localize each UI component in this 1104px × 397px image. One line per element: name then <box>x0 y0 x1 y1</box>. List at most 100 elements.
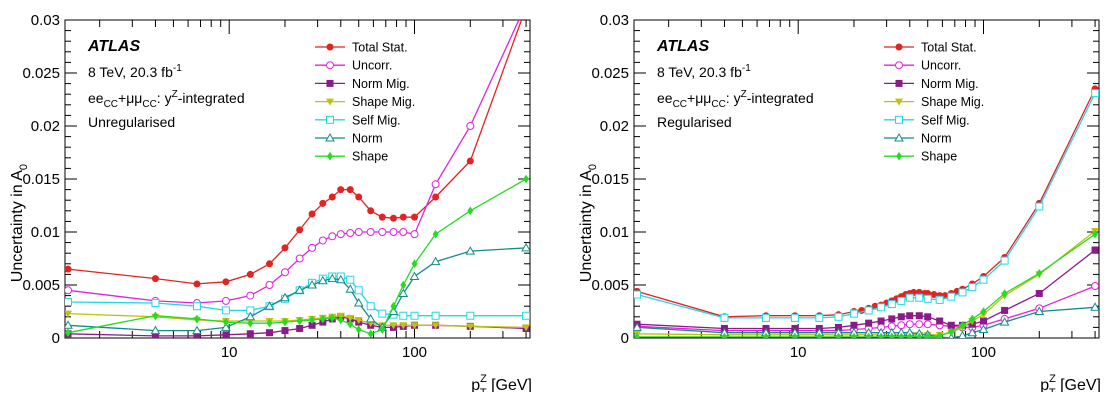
data-point <box>923 294 932 303</box>
x-tick-label: 100 <box>402 344 427 361</box>
data-point <box>887 300 896 309</box>
data-point <box>923 320 932 329</box>
data-point <box>355 193 363 201</box>
data-point <box>1035 202 1044 211</box>
data-point <box>410 311 419 320</box>
data-point <box>390 301 397 311</box>
data-point <box>432 229 439 239</box>
data-point <box>410 230 419 239</box>
channel-label: eeCC+μμCC: yZ-integrated <box>657 89 814 110</box>
data-point <box>431 311 440 320</box>
data-point <box>65 286 73 295</box>
data-point <box>247 318 254 328</box>
series-uncorr <box>65 20 520 308</box>
legend-label: Total Stat. <box>921 41 977 55</box>
data-point <box>411 213 419 221</box>
data-point <box>326 98 334 106</box>
data-point <box>308 210 316 218</box>
x-tick-label: 10 <box>221 344 238 361</box>
x-axis: 10 100 <box>99 20 527 361</box>
annotation: ATLAS 8 TeV, 20.3 fb-1 eeCC+μμCC: yZ-integ… <box>656 38 814 130</box>
y-tick-label: 0.015 <box>22 171 60 188</box>
data-point <box>431 180 440 189</box>
series-line <box>636 92 1096 319</box>
data-point <box>762 332 769 338</box>
legend-entry: Norm <box>884 132 952 146</box>
data-point <box>328 232 337 241</box>
data-point <box>221 306 230 315</box>
data-point <box>336 230 345 239</box>
data-point <box>465 246 476 255</box>
data-point <box>378 228 387 236</box>
data-point <box>906 332 913 338</box>
data-point <box>895 79 903 87</box>
series-line <box>67 20 520 304</box>
series-line <box>636 306 1096 338</box>
data-point <box>346 229 355 238</box>
data-point <box>152 311 159 321</box>
data-point <box>634 332 641 338</box>
data-point <box>355 325 362 334</box>
data-point <box>366 302 375 311</box>
chart-panel-1: 0 0.005 0.01 0.015 0.02 0.025 0.03 10 100 Uncerta… <box>9 12 532 397</box>
energy-label: 8 TeV, 20.3 fb-1 <box>657 63 751 80</box>
data-point <box>905 320 914 329</box>
series-self-mig <box>634 89 1099 322</box>
data-point <box>467 206 474 216</box>
data-point <box>834 323 842 331</box>
data-point <box>834 312 843 321</box>
series-norm-mig <box>634 246 1099 332</box>
data-point <box>193 332 201 338</box>
data-point <box>878 332 885 338</box>
data-point <box>969 314 976 324</box>
plot-area <box>65 20 530 338</box>
data-point <box>221 322 231 331</box>
y-tick-label: 0.01 <box>600 224 629 241</box>
data-point <box>850 321 858 329</box>
legend-label: Self Mig. <box>352 113 401 127</box>
data-point <box>1092 229 1099 239</box>
y-tick-label: 0.025 <box>22 65 60 82</box>
legend-label: Shape Mig. <box>921 95 984 109</box>
data-point <box>835 332 842 338</box>
series-line <box>637 233 1096 338</box>
legend-entry: Shape Mig. <box>315 95 415 109</box>
data-point <box>877 317 885 325</box>
data-point <box>916 332 923 338</box>
y-tick-label: 0.015 <box>591 171 629 188</box>
legend-entry: Total Stat. <box>315 41 408 55</box>
data-point <box>354 228 363 236</box>
series-line <box>636 285 1096 332</box>
data-point <box>326 115 334 124</box>
data-point <box>721 332 728 338</box>
data-point <box>389 228 398 236</box>
y-tick-label: 0 <box>621 330 629 347</box>
method-label: Unregularised <box>88 114 175 130</box>
data-point <box>296 316 303 326</box>
data-point <box>367 207 375 215</box>
data-point <box>959 320 966 330</box>
data-point <box>400 280 407 290</box>
data-point <box>1001 289 1008 298</box>
data-point <box>65 297 73 306</box>
data-point <box>367 329 374 338</box>
data-point <box>389 322 398 330</box>
y-axis-title: Uncertainty in A0 <box>9 164 30 282</box>
legend-entry: Uncorr. <box>315 59 392 73</box>
chart-panel-2: 0 0.005 0.01 0.015 0.02 0.025 0.03 10 100 Uncerta… <box>578 12 1101 397</box>
data-point <box>151 299 160 308</box>
data-point <box>815 313 824 322</box>
data-point <box>865 332 872 338</box>
data-point <box>411 259 418 269</box>
y-tick-label: 0.005 <box>22 277 60 294</box>
data-point <box>399 228 408 236</box>
legend-entry: Shape <box>884 150 957 164</box>
data-point <box>328 193 336 201</box>
channel-label: eeCC+μμCC: yZ-integrated <box>88 89 245 110</box>
data-point <box>980 307 987 316</box>
data-point <box>947 321 955 329</box>
data-point <box>791 332 798 338</box>
data-point <box>296 226 304 234</box>
data-point <box>327 151 333 161</box>
data-point <box>816 332 823 338</box>
